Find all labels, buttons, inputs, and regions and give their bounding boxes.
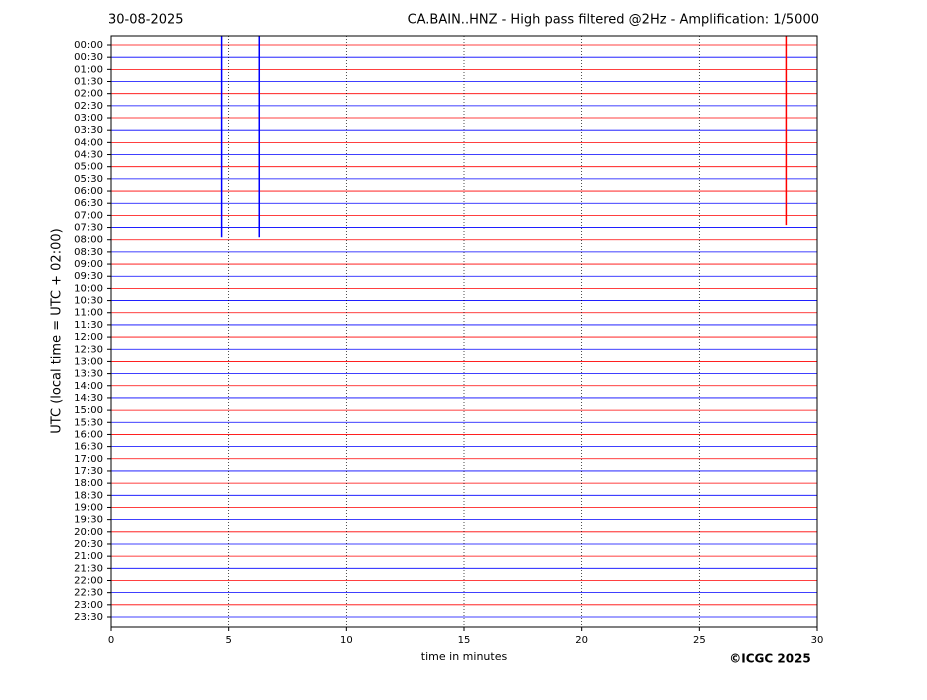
y-tick-label: 13:30	[74, 369, 103, 380]
y-tick-label: 03:00	[74, 113, 103, 124]
y-tick-label: 00:00	[74, 40, 103, 51]
y-tick-label: 21:00	[74, 551, 103, 562]
y-tick-label: 16:30	[74, 442, 103, 453]
x-axis-label: time in minutes	[421, 650, 508, 663]
y-tick-label: 23:30	[74, 612, 103, 623]
x-tick-label: 0	[108, 635, 114, 646]
y-tick-label: 23:00	[74, 600, 103, 611]
y-tick-label: 00:30	[74, 52, 103, 63]
x-tick-label: 25	[693, 635, 706, 646]
y-tick-label: 13:00	[74, 356, 103, 367]
y-tick-label: 09:00	[74, 259, 103, 270]
y-tick-label: 07:30	[74, 223, 103, 234]
y-tick-label: 18:00	[74, 478, 103, 489]
y-axis-label: UTC (local time = UTC + 02:00)	[50, 228, 65, 433]
y-tick-label: 15:30	[74, 417, 103, 428]
y-tick-label: 02:30	[74, 101, 103, 112]
y-tick-label: 06:00	[74, 186, 103, 197]
y-tick-label: 03:30	[74, 125, 103, 136]
y-tick-label: 08:30	[74, 247, 103, 258]
y-tick-label: 17:00	[74, 454, 103, 465]
x-tick-label: 20	[575, 635, 588, 646]
y-tick-label: 16:00	[74, 429, 103, 440]
y-tick-label: 11:00	[74, 308, 103, 319]
y-tick-label: 02:00	[74, 89, 103, 100]
y-tick-label: 18:30	[74, 490, 103, 501]
x-tick-label: 30	[811, 635, 824, 646]
y-tick-label: 10:00	[74, 283, 103, 294]
plot-frame	[110, 35, 818, 628]
chart-date: 30-08-2025	[108, 13, 184, 28]
y-tick-label: 12:00	[74, 332, 103, 343]
y-tick-label: 14:00	[74, 381, 103, 392]
y-tick-label: 20:00	[74, 527, 103, 538]
y-tick-label: 11:30	[74, 320, 103, 331]
y-tick-label: 22:30	[74, 588, 103, 599]
y-tick-label: 09:30	[74, 271, 103, 282]
y-tick-label: 17:30	[74, 466, 103, 477]
y-tick-label: 06:30	[74, 198, 103, 209]
y-tick-label: 04:30	[74, 150, 103, 161]
y-tick-label: 22:00	[74, 575, 103, 586]
y-tick-label: 10:30	[74, 296, 103, 307]
y-tick-label: 19:30	[74, 515, 103, 526]
y-tick-label: 20:30	[74, 539, 103, 550]
y-tick-label: 05:30	[74, 174, 103, 185]
y-tick-label: 04:00	[74, 137, 103, 148]
y-tick-label: 14:30	[74, 393, 103, 404]
credit: ©ICGC 2025	[729, 652, 811, 666]
y-tick-label: 07:00	[74, 210, 103, 221]
y-tick-label: 12:30	[74, 344, 103, 355]
y-tick-label: 05:00	[74, 162, 103, 173]
y-tick-label: 01:00	[74, 64, 103, 75]
x-tick-label: 5	[225, 635, 231, 646]
x-tick-label: 15	[458, 635, 471, 646]
y-tick-label: 01:30	[74, 77, 103, 88]
y-tick-label: 15:00	[74, 405, 103, 416]
y-tick-label: 08:00	[74, 235, 103, 246]
y-tick-label: 19:00	[74, 502, 103, 513]
chart-title: CA.BAIN..HNZ - High pass filtered @2Hz -…	[408, 13, 819, 28]
x-tick-label: 10	[340, 635, 353, 646]
y-tick-label: 21:30	[74, 563, 103, 574]
